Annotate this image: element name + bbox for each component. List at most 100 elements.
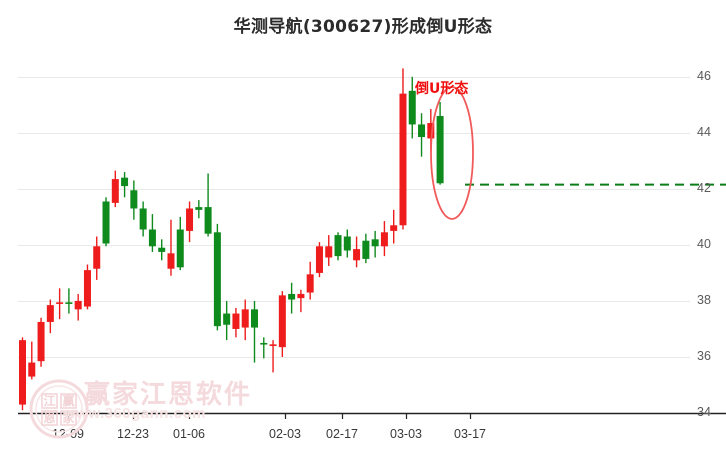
candlesticks-group	[19, 68, 444, 411]
candlestick	[37, 317, 45, 367]
candlestick	[390, 209, 398, 244]
candlestick	[334, 232, 342, 261]
candlestick	[399, 68, 407, 230]
candlestick	[343, 229, 351, 258]
candlestick	[436, 102, 444, 185]
candlestick	[362, 233, 370, 264]
candlestick	[241, 299, 249, 341]
candle-body	[269, 344, 277, 346]
candle-body	[399, 93, 407, 226]
candlestick	[46, 299, 54, 334]
candle-body	[148, 229, 156, 247]
candlestick	[315, 242, 323, 278]
candlestick	[148, 214, 156, 252]
candle-body	[371, 239, 379, 247]
candlestick	[167, 219, 175, 276]
candlestick	[288, 282, 296, 314]
candlestick	[176, 216, 184, 271]
x-axis-tick-label: 02-03	[269, 427, 301, 441]
candlestick	[269, 340, 277, 373]
y-axis-tick-label: 42	[697, 180, 711, 195]
candle-body	[232, 313, 240, 329]
candle-body	[102, 201, 110, 244]
candlestick	[56, 288, 64, 320]
candle-body	[121, 177, 129, 187]
candlestick	[74, 293, 82, 321]
candle-body	[260, 342, 268, 345]
candlestick	[130, 180, 138, 220]
candle-body	[362, 240, 370, 259]
candle-body	[111, 179, 119, 203]
x-axis-tick-label: 12-09	[52, 427, 84, 441]
candle-body	[46, 305, 54, 322]
candle-body	[390, 225, 398, 231]
x-axis-tick-label: 03-17	[454, 427, 486, 441]
candlestick	[121, 172, 129, 198]
y-axis-tick-label: 44	[697, 124, 711, 139]
x-axis-tick-label: 02-17	[326, 427, 358, 441]
chart-title: 华测导航(300627)形成倒U形态	[233, 17, 493, 37]
candle-body	[418, 124, 426, 138]
candle-body	[306, 274, 314, 293]
x-axis-group	[18, 412, 726, 419]
pattern-ellipse-shape	[430, 86, 474, 220]
y-axis-tick-label: 40	[697, 236, 711, 251]
candle-body	[353, 249, 361, 261]
candle-body	[213, 232, 221, 327]
candle-body	[83, 270, 91, 307]
candlestick	[297, 289, 305, 313]
candle-body	[241, 309, 249, 328]
candlestick	[251, 300, 258, 363]
candlestick	[213, 223, 221, 331]
candle-body	[204, 207, 212, 234]
candlestick	[158, 239, 166, 261]
candle-body	[223, 313, 231, 325]
candlestick	[223, 300, 231, 341]
candle-body	[427, 123, 435, 139]
candlestick	[111, 170, 119, 208]
candle-body	[251, 309, 258, 328]
candlestick	[28, 341, 36, 380]
candlestick	[102, 197, 110, 247]
candlestick	[306, 261, 314, 300]
candlestick	[65, 288, 73, 314]
candle-body	[130, 190, 138, 209]
candle-body	[408, 90, 416, 125]
x-axis-tick-label: 12-23	[117, 427, 149, 441]
candle-body	[37, 321, 45, 362]
candlestick	[408, 76, 416, 139]
candle-body	[380, 232, 388, 247]
pattern-annotation-label: 倒U形态	[415, 81, 469, 97]
y-axis-tick-label: 36	[697, 348, 711, 363]
candlestick	[139, 201, 147, 237]
candle-body	[139, 208, 147, 230]
candlestick	[93, 236, 101, 280]
pattern-highlight-ellipse	[430, 86, 474, 220]
candle-body	[343, 236, 351, 251]
candlestick	[260, 337, 268, 359]
candlestick	[19, 337, 26, 411]
candle-body	[334, 235, 342, 257]
candle-body	[195, 207, 203, 210]
candle-body	[167, 253, 175, 269]
candlestick	[418, 113, 426, 157]
candle-body	[158, 247, 166, 252]
y-axis-tick-label: 34	[697, 405, 711, 419]
candlestick	[204, 173, 212, 237]
candle-body	[93, 246, 101, 269]
candlestick	[232, 307, 240, 338]
x-axis-tick-label: 03-03	[390, 427, 422, 441]
candlestick	[380, 221, 388, 257]
candle-body	[186, 208, 194, 231]
candlestick	[195, 200, 203, 219]
x-axis-tick-label: 01-06	[173, 427, 205, 441]
candlestick	[83, 264, 91, 310]
y-axis-tick-label: 38	[697, 292, 711, 307]
gridlines-group	[18, 77, 690, 414]
candle-body	[65, 302, 73, 304]
candlestick	[371, 230, 379, 258]
candle-body	[278, 295, 286, 348]
candlestick	[325, 235, 333, 266]
